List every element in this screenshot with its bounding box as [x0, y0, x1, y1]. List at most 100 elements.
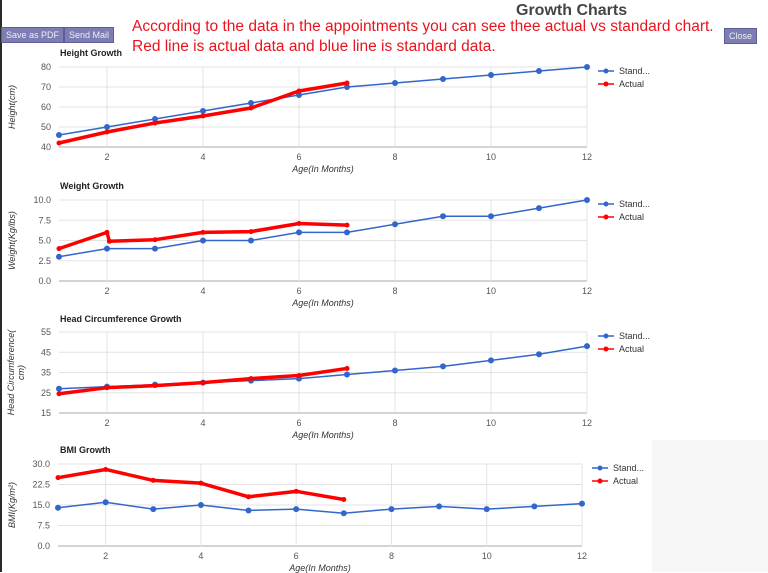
send-mail-button[interactable]: Send Mail [64, 27, 115, 43]
data-point[interactable] [341, 497, 347, 503]
data-point[interactable] [103, 466, 109, 472]
svg-text:Weight(Kg/lbs): Weight(Kg/lbs) [7, 211, 17, 270]
data-point[interactable] [584, 64, 590, 70]
data-point[interactable] [56, 132, 62, 138]
data-point[interactable] [102, 499, 109, 506]
data-point[interactable] [392, 221, 398, 228]
data-point[interactable] [56, 391, 62, 397]
data-point[interactable] [488, 213, 494, 220]
data-point[interactable] [198, 480, 204, 486]
data-point[interactable] [248, 229, 254, 235]
data-point[interactable] [344, 80, 350, 86]
data-point[interactable] [488, 357, 494, 364]
data-point[interactable] [104, 245, 110, 252]
data-point[interactable] [246, 494, 252, 500]
chart-legend[interactable]: Stand... Actual [598, 66, 650, 89]
data-point[interactable] [152, 116, 158, 122]
svg-text:BMI(Kg/m²): BMI(Kg/m²) [7, 482, 17, 528]
data-point[interactable] [152, 245, 158, 252]
data-point[interactable] [536, 68, 542, 74]
data-point[interactable] [584, 343, 590, 350]
data-point[interactable] [56, 253, 62, 260]
svg-text:40: 40 [41, 142, 51, 152]
data-point[interactable] [536, 351, 542, 358]
data-point[interactable] [344, 222, 350, 228]
svg-text:6: 6 [296, 152, 301, 162]
svg-text:10: 10 [486, 418, 496, 428]
data-point[interactable] [55, 504, 61, 511]
data-point[interactable] [248, 100, 254, 106]
data-point[interactable] [152, 120, 158, 126]
data-point[interactable] [296, 88, 302, 94]
data-point[interactable] [106, 238, 112, 244]
data-point[interactable] [150, 477, 156, 483]
data-point[interactable] [152, 383, 158, 389]
data-point[interactable] [344, 84, 350, 90]
data-point[interactable] [440, 213, 446, 220]
chart-title: Height Growth [60, 48, 122, 58]
height-chart: Height Growth 40 50 60 70 80 2 4 6 8 10 12 Age(In Mo… [0, 45, 768, 175]
standard-series-line [58, 66, 588, 136]
data-point[interactable] [197, 502, 204, 508]
data-point[interactable] [152, 237, 158, 243]
svg-text:10: 10 [486, 286, 496, 296]
data-point[interactable] [200, 229, 206, 235]
chart-legend[interactable]: Stand... Actual [598, 199, 650, 222]
svg-text:Stand...: Stand... [613, 463, 644, 473]
data-point[interactable] [296, 220, 302, 226]
data-point[interactable] [56, 140, 62, 146]
chart-title: BMI Growth [60, 445, 111, 455]
data-point[interactable] [104, 124, 110, 130]
data-point[interactable] [200, 108, 206, 114]
data-point[interactable] [392, 367, 398, 374]
data-point[interactable] [344, 229, 350, 236]
data-point[interactable] [440, 76, 446, 82]
data-point[interactable] [200, 380, 206, 386]
data-point[interactable] [55, 475, 61, 481]
data-point[interactable] [200, 113, 206, 119]
data-point[interactable] [248, 105, 254, 111]
data-point[interactable] [200, 237, 206, 244]
data-point[interactable] [293, 488, 299, 494]
data-point[interactable] [536, 205, 542, 212]
chart-legend[interactable]: Stand... Actual [598, 331, 650, 354]
head-circumference-chart: Head Circumference Growth 15 25 35 45 55 2 4 6 8 1… [0, 312, 768, 442]
data-point[interactable] [56, 246, 62, 252]
data-point[interactable] [440, 363, 446, 370]
svg-text:2: 2 [104, 286, 109, 296]
data-point[interactable] [56, 385, 62, 392]
data-point[interactable] [296, 373, 302, 379]
data-point[interactable] [248, 376, 254, 382]
data-point[interactable] [488, 72, 494, 78]
svg-text:12: 12 [582, 418, 592, 428]
data-point[interactable] [344, 371, 350, 378]
data-point[interactable] [296, 92, 302, 98]
data-point[interactable] [483, 506, 490, 513]
data-point[interactable] [436, 503, 443, 510]
data-point[interactable] [150, 506, 157, 513]
chart-legend[interactable]: Stand... Actual [592, 463, 644, 486]
svg-text:35: 35 [41, 368, 51, 378]
svg-text:0.0: 0.0 [37, 541, 50, 551]
data-point[interactable] [579, 500, 585, 507]
svg-text:Stand...: Stand... [619, 331, 650, 341]
data-point[interactable] [344, 365, 350, 371]
bmi-chart: BMI Growth 0.0 7.5 15.0 22.5 30.0 2 4 6 8 10 12 Age(… [0, 443, 768, 573]
data-point[interactable] [104, 385, 110, 391]
svg-text:Actual: Actual [619, 344, 644, 354]
data-point[interactable] [245, 507, 252, 514]
svg-text:Actual: Actual [619, 212, 644, 222]
close-button[interactable]: Close [724, 28, 758, 44]
data-point[interactable] [584, 197, 590, 203]
data-point[interactable] [388, 506, 395, 513]
data-point[interactable] [104, 229, 110, 235]
data-point[interactable] [392, 80, 398, 86]
data-point[interactable] [104, 129, 110, 135]
data-point[interactable] [248, 237, 254, 244]
save-as-pdf-button[interactable]: Save as PDF [1, 27, 65, 43]
data-point[interactable] [531, 503, 538, 510]
data-point[interactable] [340, 510, 347, 517]
data-point[interactable] [293, 506, 300, 513]
data-point[interactable] [296, 229, 302, 236]
svg-text:45: 45 [41, 347, 51, 357]
